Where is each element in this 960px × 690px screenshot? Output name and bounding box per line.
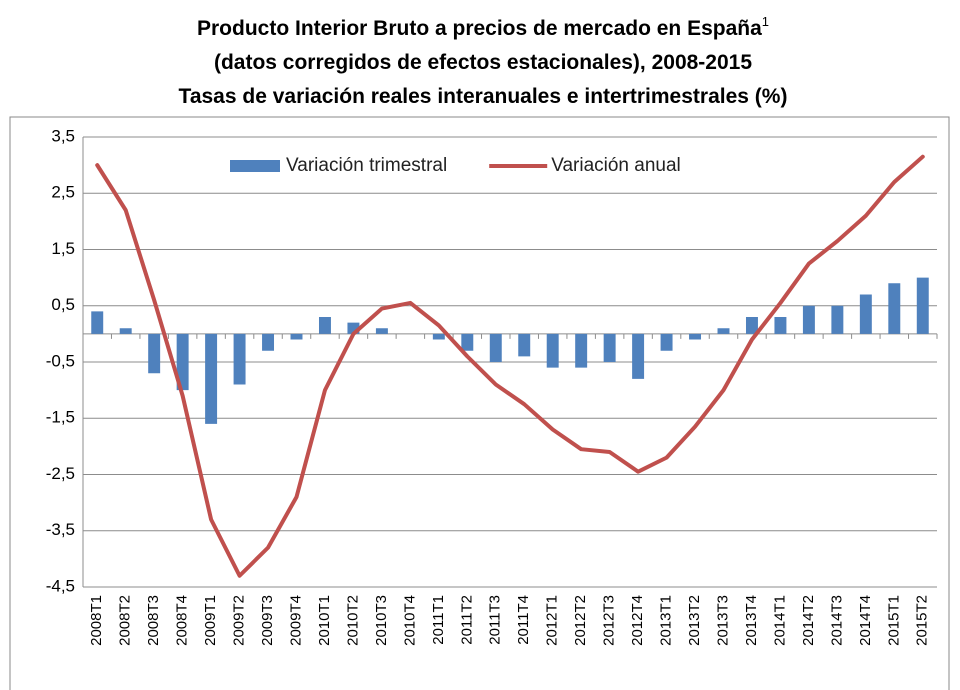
x-tick-label: 2015T2 <box>914 595 931 646</box>
bar <box>461 333 474 351</box>
bar <box>233 333 246 385</box>
x-tick-label: 2011T1 <box>430 595 447 645</box>
x-tick-label: 2008T1 <box>88 595 105 646</box>
x-tick-label: 2010T2 <box>344 595 361 646</box>
chart-frame <box>9 116 950 690</box>
bar <box>91 311 104 334</box>
bar <box>575 333 588 368</box>
x-tick-label: 2013T3 <box>714 595 731 646</box>
x-tick-label: 2008T3 <box>145 595 162 646</box>
bar <box>717 328 730 334</box>
line-series <box>95 154 925 578</box>
bar <box>148 333 161 374</box>
x-tick-label: 2014T1 <box>771 595 788 646</box>
legend-label: Variación trimestral <box>286 155 447 176</box>
x-tick-label: 2010T4 <box>401 595 418 646</box>
bar <box>262 333 275 351</box>
x-tick-label: 2014T2 <box>800 595 817 646</box>
bar <box>546 333 559 368</box>
x-tick-label: 2010T1 <box>316 595 333 646</box>
y-tick-label: -2,5 <box>46 464 75 483</box>
y-tick-label: 3,5 <box>51 126 75 145</box>
y-tick-label: 2,5 <box>51 183 75 202</box>
x-tick-label: 2014T3 <box>828 595 845 646</box>
legend-swatch <box>230 160 280 172</box>
y-tick-label: 1,5 <box>51 239 75 258</box>
x-tick-label: 2011T2 <box>458 595 475 645</box>
bar <box>603 333 616 362</box>
bar <box>375 328 388 334</box>
x-tick-label: 2009T2 <box>231 595 248 646</box>
bar <box>859 294 872 334</box>
x-tick-label: 2011T3 <box>487 595 504 645</box>
y-tick-label: -3,5 <box>46 520 75 539</box>
x-tick-label: 2012T3 <box>601 595 618 646</box>
bar <box>660 333 673 351</box>
bar <box>432 333 445 340</box>
x-tick-label: 2009T1 <box>202 595 219 646</box>
y-tick-label: 0,5 <box>51 295 75 314</box>
x-tick-label: 2013T1 <box>658 595 675 646</box>
bar <box>518 333 531 357</box>
bar <box>205 333 218 424</box>
x-tick-label: 2009T4 <box>287 595 304 646</box>
bar <box>176 333 189 391</box>
chart-title-line: Producto Interior Bruto a precios de mer… <box>197 14 769 40</box>
bar <box>802 305 815 334</box>
legend-label: Variación anual <box>551 155 681 176</box>
x-tick-label: 2013T2 <box>686 595 703 646</box>
y-tick-label: -1,5 <box>46 408 75 427</box>
y-tick-label: -0,5 <box>46 351 75 370</box>
bar <box>689 333 702 340</box>
bar <box>347 322 360 334</box>
x-tick-label: 2012T4 <box>629 595 646 646</box>
chart-subtitle: (datos corregidos de efectos estacionale… <box>214 51 752 74</box>
bar <box>119 328 132 334</box>
x-tick-label: 2014T4 <box>857 595 874 646</box>
x-tick-label: 2012T1 <box>544 595 561 646</box>
x-tick-label: 2015T1 <box>885 595 902 646</box>
x-tick-label: 2011T4 <box>515 595 532 645</box>
x-tick-label: 2009T3 <box>259 595 276 646</box>
bar <box>831 305 844 334</box>
bar <box>632 333 645 379</box>
y-tick-label: -4,5 <box>46 576 75 595</box>
x-tick-label: 2012T2 <box>572 595 589 646</box>
x-tick-label: 2010T3 <box>373 595 390 646</box>
bar <box>774 317 787 334</box>
bar <box>489 333 502 362</box>
title-note: 1 <box>762 14 769 29</box>
chart-subtitle: Tasas de variación reales interanuales e… <box>179 85 788 108</box>
chart-title: Producto Interior Bruto a precios de mer… <box>197 17 762 40</box>
x-tick-label: 2008T4 <box>174 595 191 646</box>
bar <box>318 317 331 334</box>
bar <box>290 333 303 340</box>
bar <box>888 283 901 334</box>
bar <box>745 317 758 334</box>
x-tick-label: 2013T4 <box>743 595 760 646</box>
bar <box>916 277 929 334</box>
x-tick-label: 2008T2 <box>117 595 134 646</box>
